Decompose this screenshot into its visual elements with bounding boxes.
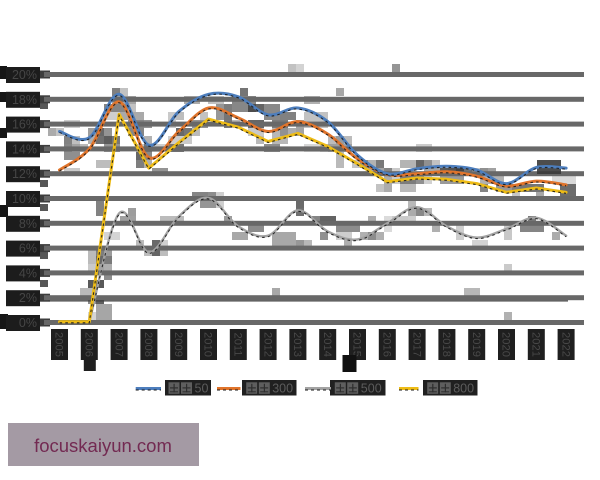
svg-text:4%: 4% bbox=[19, 266, 37, 280]
svg-text:12%: 12% bbox=[12, 167, 37, 181]
svg-text:2009: 2009 bbox=[172, 332, 184, 357]
svg-text:800: 800 bbox=[453, 382, 474, 396]
svg-text:2020: 2020 bbox=[500, 332, 512, 357]
svg-text:2015: 2015 bbox=[351, 332, 363, 357]
svg-text:500: 500 bbox=[361, 382, 382, 396]
svg-text:2016: 2016 bbox=[381, 332, 393, 357]
svg-text:2021: 2021 bbox=[530, 332, 542, 357]
svg-text:300: 300 bbox=[272, 382, 293, 396]
svg-text:2%: 2% bbox=[19, 291, 37, 305]
svg-text:2022: 2022 bbox=[559, 332, 571, 357]
svg-text:10%: 10% bbox=[12, 192, 37, 206]
svg-text:2006: 2006 bbox=[83, 332, 95, 357]
svg-text:2013: 2013 bbox=[291, 332, 303, 357]
svg-text:50: 50 bbox=[195, 382, 209, 396]
svg-text:20%: 20% bbox=[12, 68, 37, 82]
svg-text:6%: 6% bbox=[19, 242, 37, 256]
svg-text:2017: 2017 bbox=[410, 332, 422, 357]
svg-text:focuskaiyun.com: focuskaiyun.com bbox=[34, 435, 172, 456]
svg-text:16%: 16% bbox=[12, 118, 37, 132]
svg-text:2019: 2019 bbox=[470, 332, 482, 357]
svg-text:2014: 2014 bbox=[321, 332, 333, 357]
svg-text:2011: 2011 bbox=[232, 332, 244, 356]
svg-text:8%: 8% bbox=[19, 217, 37, 231]
svg-text:0%: 0% bbox=[19, 316, 37, 330]
svg-text:14%: 14% bbox=[12, 142, 37, 156]
svg-text:2018: 2018 bbox=[440, 332, 452, 357]
svg-text:2012: 2012 bbox=[261, 332, 273, 357]
svg-text:2008: 2008 bbox=[142, 332, 154, 357]
svg-text:2007: 2007 bbox=[112, 332, 124, 357]
svg-text:18%: 18% bbox=[12, 93, 37, 107]
svg-text:2005: 2005 bbox=[53, 332, 65, 357]
svg-text:2010: 2010 bbox=[202, 332, 214, 357]
